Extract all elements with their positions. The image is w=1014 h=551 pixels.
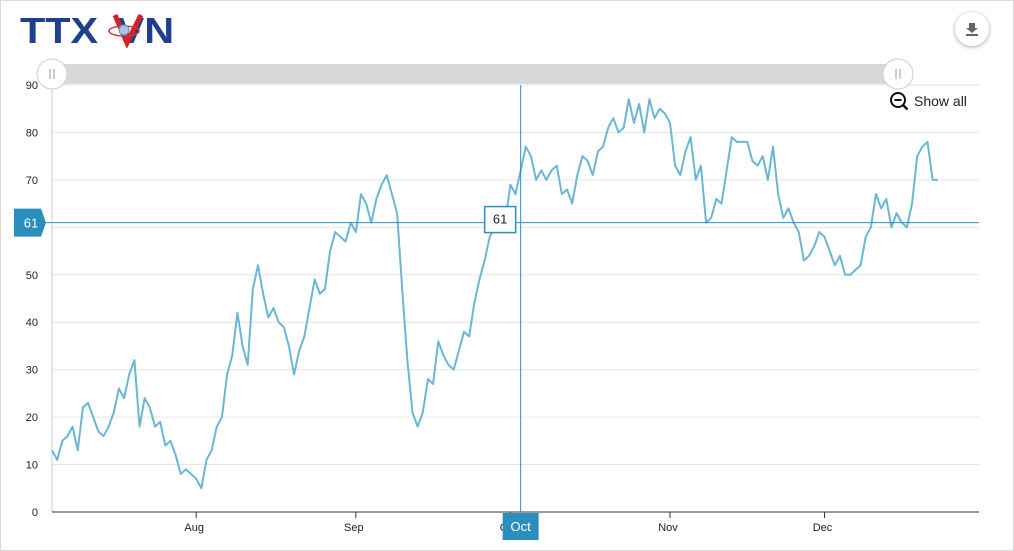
x-tick-label: Sep [344,522,364,534]
x-tick-label: Dec [813,522,833,534]
y-tick-label: 0 [32,507,38,519]
x-crosshair-value: Oct [511,519,532,534]
y-tick-label: 10 [26,460,38,472]
y-tick-label: 90 [26,80,38,92]
download-button[interactable] [955,12,989,46]
y-tick-label: 20 [26,412,38,424]
y-crosshair-label: 61 [14,208,46,237]
show-all-label: Show all [914,93,967,109]
x-crosshair-label: Oct [502,513,539,540]
series-line [51,98,938,490]
download-icon [966,23,978,36]
tooltip: 61 [483,205,517,234]
y-tick-label: 80 [26,127,38,139]
tooltip-value: 61 [493,212,507,227]
y-tick-label: 40 [26,317,38,329]
show-all-button[interactable]: Show all [889,91,967,111]
x-tick-label: Nov [658,522,678,534]
range-handle-left[interactable] [36,58,68,90]
x-tick-label: Aug [184,522,204,534]
y-crosshair-value: 61 [24,216,38,231]
y-tick-label: 50 [26,270,38,282]
range-selector-track[interactable] [52,64,898,84]
y-tick-label: 30 [26,365,38,377]
zoom-out-icon [890,92,909,111]
svg-text:TTX: TTX [20,11,98,48]
y-tick-label: 70 [26,175,38,187]
range-handle-right[interactable] [882,58,914,90]
ttxvn-logo: TTX VN [20,11,174,48]
